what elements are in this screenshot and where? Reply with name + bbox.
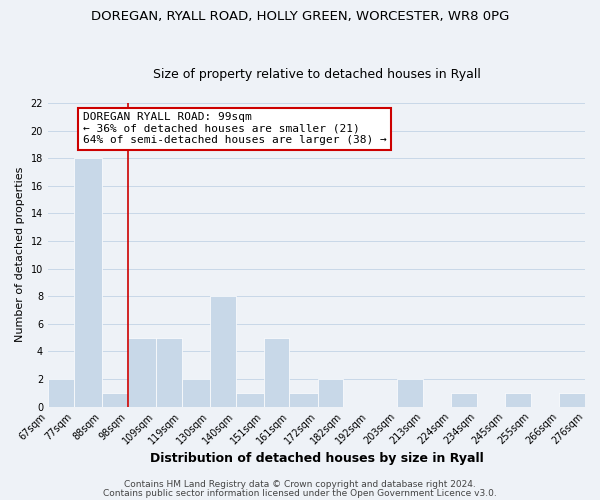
Bar bbox=[318, 379, 343, 406]
Text: DOREGAN, RYALL ROAD, HOLLY GREEN, WORCESTER, WR8 0PG: DOREGAN, RYALL ROAD, HOLLY GREEN, WORCES… bbox=[91, 10, 509, 23]
Y-axis label: Number of detached properties: Number of detached properties bbox=[15, 167, 25, 342]
Bar bbox=[102, 393, 128, 406]
Bar bbox=[559, 393, 585, 406]
X-axis label: Distribution of detached houses by size in Ryall: Distribution of detached houses by size … bbox=[149, 452, 484, 465]
Bar bbox=[289, 393, 318, 406]
Bar bbox=[236, 393, 264, 406]
Bar bbox=[210, 296, 236, 406]
Bar bbox=[128, 338, 156, 406]
Bar bbox=[397, 379, 423, 406]
Text: Contains public sector information licensed under the Open Government Licence v3: Contains public sector information licen… bbox=[103, 488, 497, 498]
Text: DOREGAN RYALL ROAD: 99sqm
← 36% of detached houses are smaller (21)
64% of semi-: DOREGAN RYALL ROAD: 99sqm ← 36% of detac… bbox=[83, 112, 386, 146]
Title: Size of property relative to detached houses in Ryall: Size of property relative to detached ho… bbox=[152, 68, 481, 81]
Bar bbox=[264, 338, 289, 406]
Bar bbox=[48, 379, 74, 406]
Bar bbox=[182, 379, 210, 406]
Text: Contains HM Land Registry data © Crown copyright and database right 2024.: Contains HM Land Registry data © Crown c… bbox=[124, 480, 476, 489]
Bar bbox=[451, 393, 477, 406]
Bar bbox=[559, 393, 585, 406]
Bar bbox=[74, 158, 102, 406]
Bar bbox=[505, 393, 531, 406]
Bar bbox=[156, 338, 182, 406]
